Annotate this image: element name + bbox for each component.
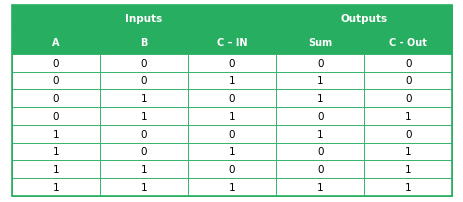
Text: 1: 1 (404, 147, 411, 157)
Bar (188, 55, 275, 72)
Bar (275, 125, 363, 143)
Bar (12, 55, 100, 72)
Text: 0: 0 (316, 164, 323, 174)
Text: 0: 0 (316, 111, 323, 121)
Bar (275, 32, 363, 55)
Bar (275, 72, 363, 90)
Bar (363, 178, 451, 196)
Bar (100, 55, 188, 72)
Text: 0: 0 (140, 58, 147, 68)
Bar (12, 143, 100, 161)
Bar (100, 161, 188, 178)
Text: 0: 0 (52, 111, 59, 121)
Bar (363, 107, 451, 125)
Text: 1: 1 (404, 111, 411, 121)
Bar (12, 107, 100, 125)
Text: B: B (140, 38, 147, 48)
Text: 1: 1 (52, 147, 59, 157)
Text: 1: 1 (316, 94, 323, 104)
Bar (12, 6, 275, 32)
Bar (363, 90, 451, 107)
Text: 0: 0 (140, 129, 147, 139)
Text: Outputs: Outputs (340, 14, 387, 24)
Bar (275, 107, 363, 125)
Bar (275, 143, 363, 161)
Bar (188, 143, 275, 161)
Text: 0: 0 (316, 147, 323, 157)
Text: 1: 1 (140, 111, 147, 121)
Bar (188, 178, 275, 196)
Text: 0: 0 (404, 94, 411, 104)
Text: 1: 1 (140, 164, 147, 174)
Bar (363, 125, 451, 143)
Text: 0: 0 (228, 58, 235, 68)
Text: 1: 1 (52, 164, 59, 174)
Text: 1: 1 (140, 94, 147, 104)
Bar (12, 178, 100, 196)
Bar (188, 125, 275, 143)
Text: 1: 1 (228, 76, 235, 86)
Bar (363, 55, 451, 72)
Text: 1: 1 (404, 182, 411, 192)
Bar (363, 72, 451, 90)
Text: 1: 1 (228, 182, 235, 192)
Bar (12, 125, 100, 143)
Bar (275, 178, 363, 196)
Text: 1: 1 (52, 129, 59, 139)
Text: 0: 0 (316, 58, 323, 68)
Bar (275, 55, 363, 72)
Text: Sum: Sum (307, 38, 332, 48)
Text: 0: 0 (404, 129, 411, 139)
Bar (100, 125, 188, 143)
Text: 1: 1 (228, 111, 235, 121)
Bar (12, 72, 100, 90)
Bar (100, 32, 188, 55)
Bar (100, 143, 188, 161)
Bar (275, 6, 451, 32)
Bar (12, 161, 100, 178)
Text: Inputs: Inputs (125, 14, 162, 24)
Text: 0: 0 (228, 164, 235, 174)
Text: C - Out: C - Out (388, 38, 426, 48)
Bar (188, 161, 275, 178)
Text: 0: 0 (404, 76, 411, 86)
Text: C – IN: C – IN (216, 38, 247, 48)
Bar (275, 161, 363, 178)
Bar (100, 72, 188, 90)
Text: 1: 1 (404, 164, 411, 174)
Bar (100, 90, 188, 107)
Bar (188, 32, 275, 55)
Text: 1: 1 (228, 147, 235, 157)
Text: 0: 0 (52, 58, 59, 68)
Text: A: A (52, 38, 59, 48)
Text: 1: 1 (316, 129, 323, 139)
Text: 1: 1 (140, 182, 147, 192)
Bar (363, 161, 451, 178)
Text: 1: 1 (52, 182, 59, 192)
Bar (100, 107, 188, 125)
Text: 0: 0 (52, 94, 59, 104)
Text: 0: 0 (228, 94, 235, 104)
Text: 0: 0 (52, 76, 59, 86)
Text: 1: 1 (316, 76, 323, 86)
Bar (363, 32, 451, 55)
Text: 1: 1 (316, 182, 323, 192)
Bar (12, 32, 100, 55)
Bar (12, 90, 100, 107)
Bar (188, 72, 275, 90)
Bar (100, 178, 188, 196)
Text: 0: 0 (404, 58, 411, 68)
Text: 0: 0 (140, 76, 147, 86)
Bar (188, 107, 275, 125)
Bar (275, 90, 363, 107)
Text: 0: 0 (228, 129, 235, 139)
Bar (363, 143, 451, 161)
Text: 0: 0 (140, 147, 147, 157)
Bar (188, 90, 275, 107)
